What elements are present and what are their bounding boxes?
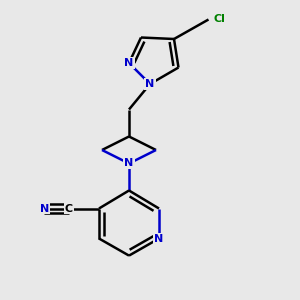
Text: N: N	[40, 203, 49, 214]
Text: N: N	[124, 58, 134, 68]
Text: C: C	[65, 203, 73, 214]
Text: N: N	[154, 233, 164, 244]
Text: Cl: Cl	[214, 14, 226, 25]
Text: N: N	[146, 79, 154, 89]
Text: N: N	[124, 158, 134, 169]
